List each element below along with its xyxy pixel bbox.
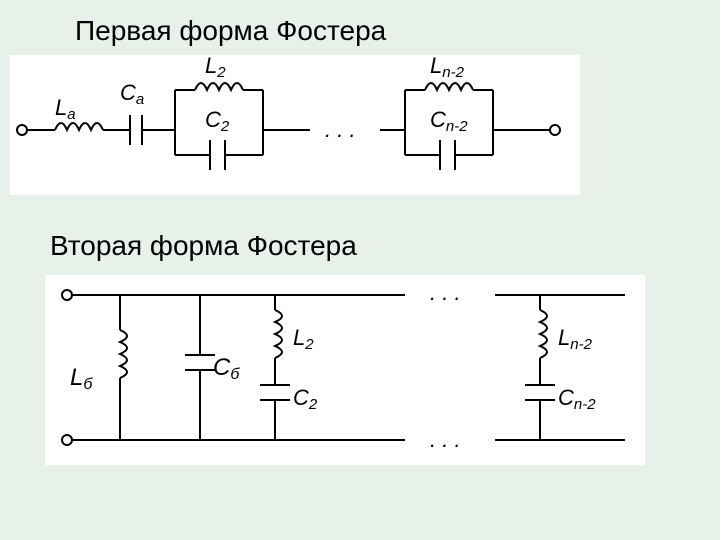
- label-Ln2: Ln-2: [430, 55, 465, 81]
- label-L2: L2: [205, 55, 226, 81]
- ellipsis-bottom: . . .: [430, 427, 461, 452]
- label-Cb: Cб: [213, 354, 240, 383]
- second-foster-circuit: Lб Cб L2 C2 Ln-2 Cn-2 . . . . . .: [45, 275, 645, 465]
- label-Ca: Cа: [120, 80, 144, 108]
- label-C2: C2: [205, 107, 230, 135]
- label-Ln2b: Ln-2: [558, 325, 593, 353]
- ellipsis-top: . . .: [430, 280, 461, 305]
- label-C2b: C2: [293, 385, 318, 413]
- first-foster-circuit: Lа Cа L2 C2 Ln-2 Cn-2 . . .: [10, 55, 580, 195]
- title-second-foster: Вторая форма Фостера: [50, 230, 357, 262]
- label-Cn2b: Cn-2: [558, 385, 596, 413]
- label-Lb: Lб: [70, 364, 93, 393]
- label-La: Lа: [55, 95, 76, 123]
- title-first-foster: Первая форма Фостера: [75, 15, 386, 47]
- ellipsis: . . .: [325, 117, 356, 142]
- label-Cn2: Cn-2: [430, 107, 468, 135]
- label-L2b: L2: [293, 325, 314, 353]
